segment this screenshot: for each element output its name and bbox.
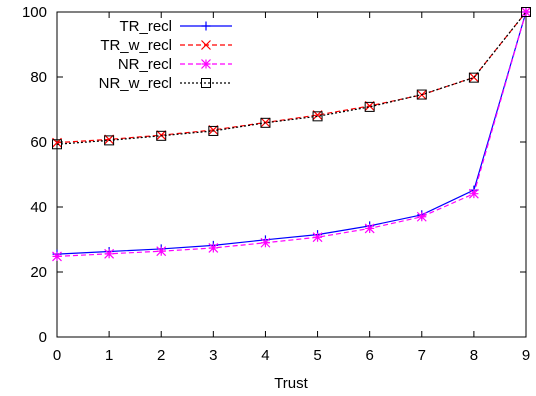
data-point xyxy=(260,237,271,248)
data-point xyxy=(201,59,211,69)
y-tick-label: 40 xyxy=(30,199,47,216)
x-axis-label: Trust xyxy=(274,375,308,392)
plot-border xyxy=(56,11,527,338)
data-point xyxy=(364,101,375,111)
data-point xyxy=(208,125,219,136)
legend-entry: TR_recl xyxy=(119,18,232,35)
data-point xyxy=(52,251,62,262)
legend-entry: TR_w_recl xyxy=(100,37,232,54)
data-point xyxy=(201,40,211,50)
data-point xyxy=(364,223,375,234)
data-point xyxy=(521,7,531,17)
y-tick-label: 60 xyxy=(30,134,47,151)
plot-area xyxy=(56,11,527,338)
y-tick-label: 0 xyxy=(39,329,47,346)
series-layer xyxy=(52,7,531,262)
data-point xyxy=(468,72,479,83)
x-tick-label: 0 xyxy=(53,347,61,364)
data-point xyxy=(156,130,167,141)
series-line xyxy=(56,11,527,255)
legend: TR_recl TR_w_recl NR_recl NR_w_recl xyxy=(99,18,232,92)
x-tick-label: 7 xyxy=(418,347,426,364)
series-line xyxy=(56,11,527,145)
legend-entry: NR_recl xyxy=(118,56,232,73)
data-point xyxy=(156,246,167,257)
series-line xyxy=(56,11,527,257)
x-tick-label: 1 xyxy=(105,347,113,364)
data-point xyxy=(104,135,115,146)
x-tick-label: 3 xyxy=(209,347,217,364)
data-point xyxy=(312,232,323,243)
data-point xyxy=(156,130,167,141)
data-point xyxy=(521,7,531,17)
data-point xyxy=(416,211,427,222)
y-tick-label: 80 xyxy=(30,69,47,86)
data-point xyxy=(104,134,115,145)
axis-ticks: 0 1 2 3 4 5 6 7 8 9 0 20 40 60 80 100 xyxy=(22,4,530,364)
data-point xyxy=(312,111,323,122)
data-point xyxy=(208,125,219,135)
legend-label: NR_recl xyxy=(118,56,172,73)
data-point xyxy=(468,72,479,83)
y-tick-label: 20 xyxy=(30,264,47,281)
x-tick-label: 4 xyxy=(261,347,269,364)
x-tick-label: 9 xyxy=(522,347,530,364)
y-tick-label: 100 xyxy=(22,4,47,21)
legend-label: TR_w_recl xyxy=(100,37,172,54)
series-NR_w_recl xyxy=(52,7,531,150)
data-point xyxy=(201,21,211,31)
data-point xyxy=(208,243,219,253)
x-tick-label: 5 xyxy=(313,347,321,364)
data-point xyxy=(260,117,271,128)
x-tick-label: 6 xyxy=(365,347,373,364)
data-point xyxy=(104,248,115,259)
series-NR_recl xyxy=(52,7,531,262)
legend-label: TR_recl xyxy=(119,18,172,35)
data-point xyxy=(416,89,427,100)
x-tick-label: 2 xyxy=(157,347,165,364)
data-point xyxy=(201,78,211,88)
data-point xyxy=(364,101,375,112)
data-point xyxy=(468,188,479,199)
x-tick-label: 8 xyxy=(470,347,478,364)
data-point xyxy=(52,139,62,150)
legend-label: NR_w_recl xyxy=(99,75,172,92)
legend-entry: NR_w_recl xyxy=(99,75,232,92)
